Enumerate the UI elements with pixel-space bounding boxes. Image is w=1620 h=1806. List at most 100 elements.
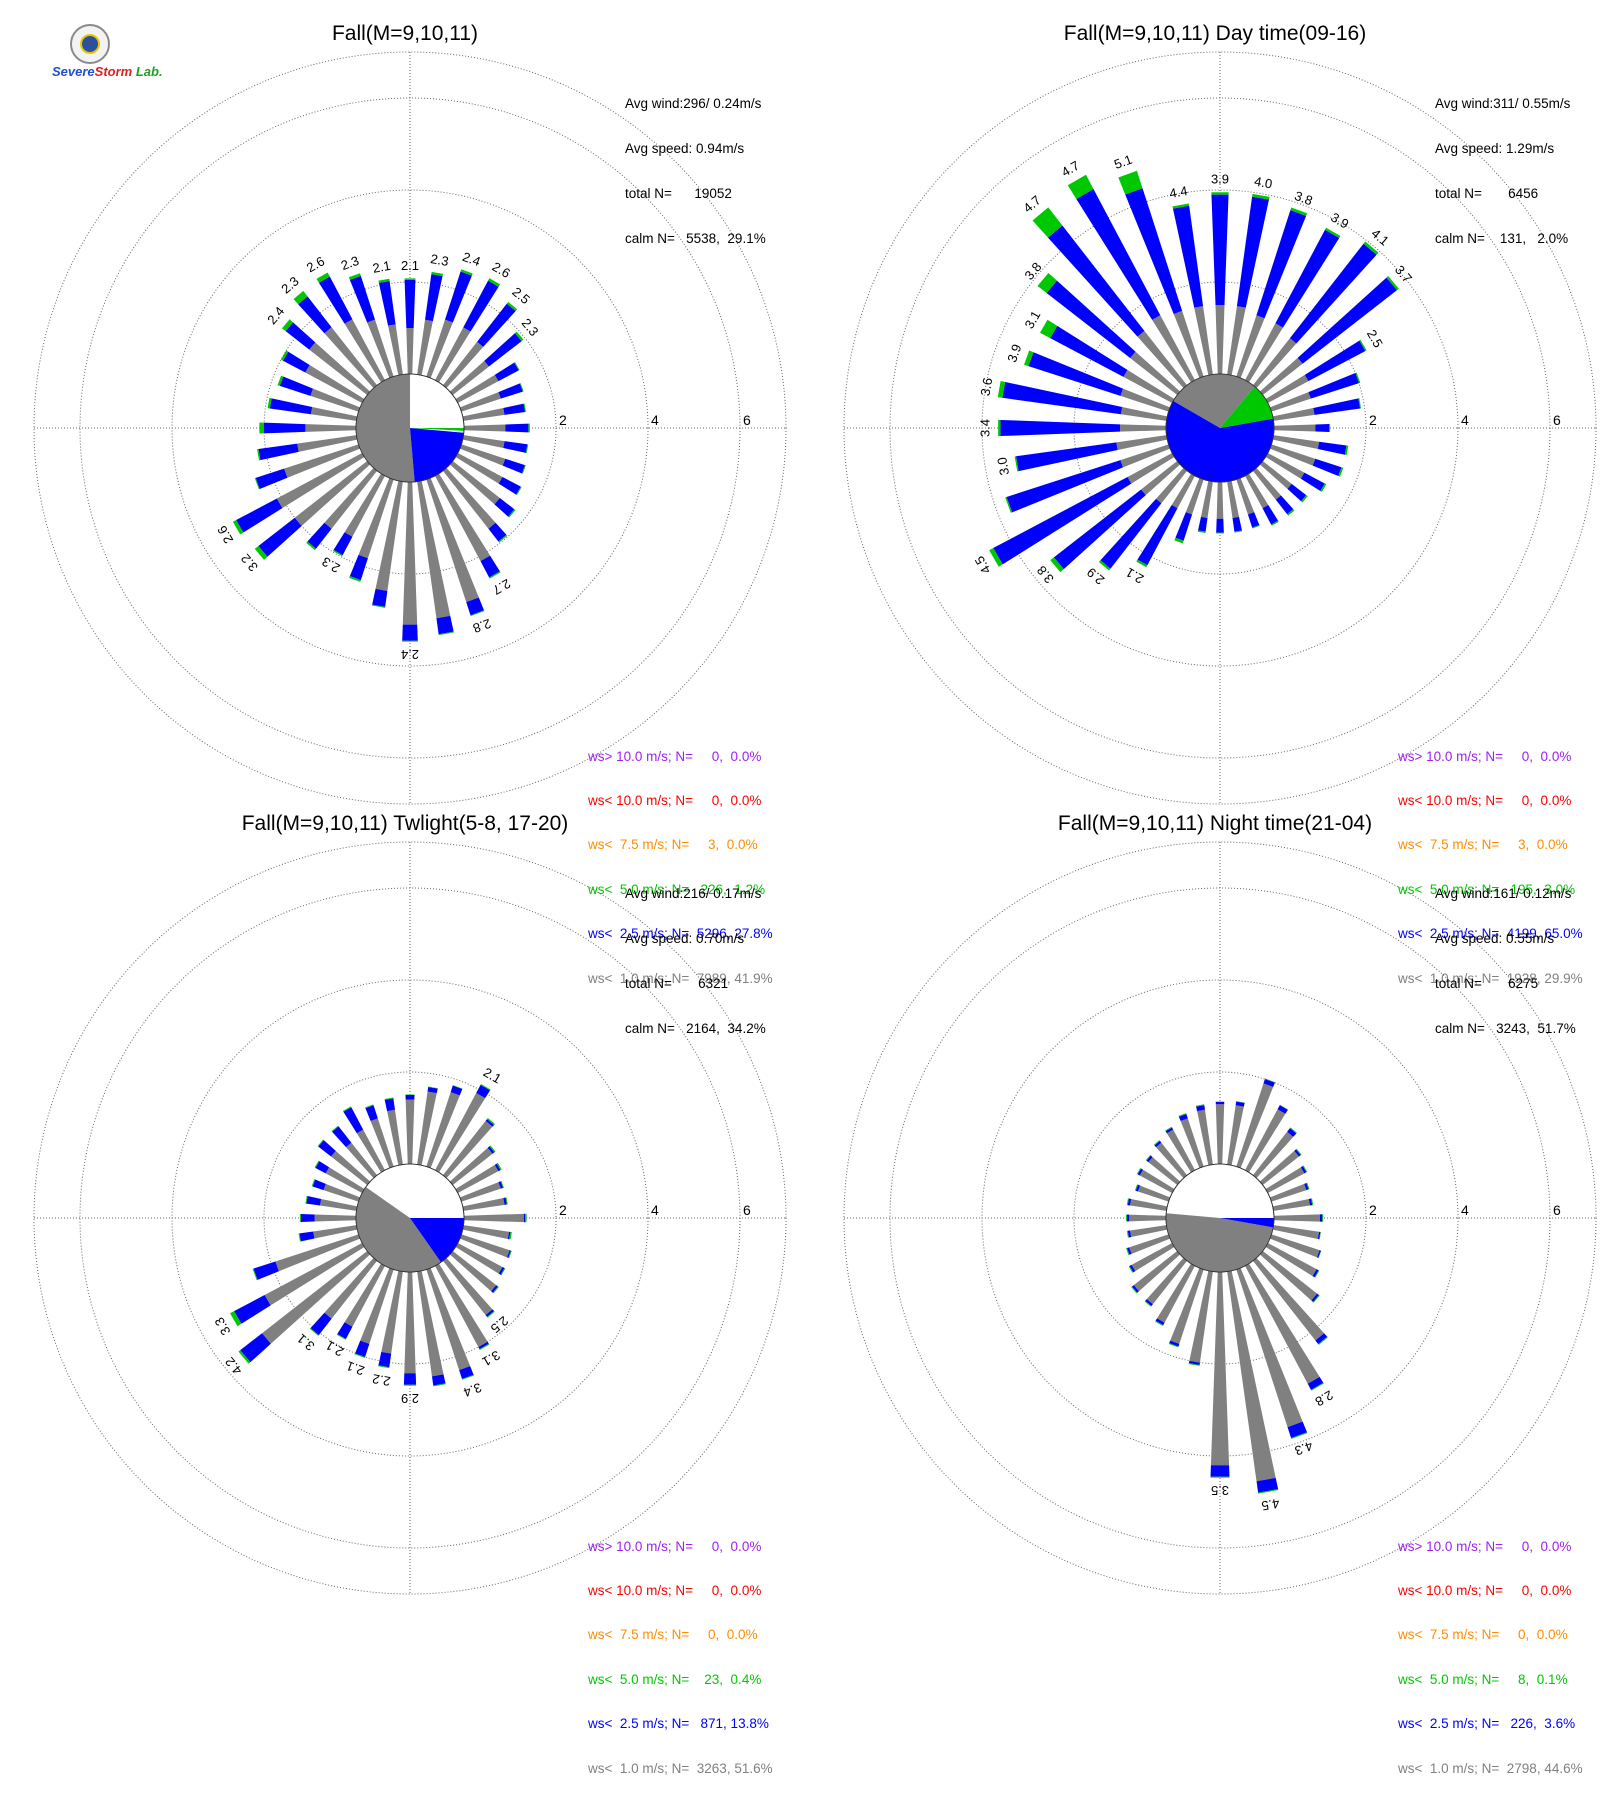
bar-value-label: 4.0: [1253, 174, 1273, 192]
legend-lt50: ws< 5.0 m/s; N= 8, 0.1%: [1398, 1673, 1583, 1688]
panel-title: Fall(M=9,10,11) Day time(09-16): [810, 22, 1620, 46]
bar-gray-50: [450, 361, 489, 395]
bar-blue-70: [498, 383, 522, 398]
bar-gray-100: [1273, 1225, 1319, 1239]
bar-blue-180: [402, 625, 418, 641]
logo-text: SevereStorm Lab.: [52, 64, 163, 79]
bar-value-label: 4.7: [1020, 192, 1043, 215]
bar-value-label: 2.1: [401, 258, 419, 273]
avg-speed: Avg speed: 1.29m/s: [1435, 141, 1570, 156]
bar-gray-100: [463, 1225, 509, 1239]
bar-value-label: 2.4: [460, 249, 482, 269]
bar-value-label: 2.2: [371, 1371, 391, 1389]
bar-blue-180: [404, 1373, 416, 1385]
bar-blue-290: [280, 377, 313, 396]
total-n: total N= 6275: [1435, 976, 1576, 991]
avg-wind: Avg wind:311/ 0.55m/s: [1435, 96, 1570, 111]
bar-gray-170: [1227, 481, 1239, 518]
tick-label: 4: [651, 1202, 659, 1218]
bar-blue-190: [372, 589, 387, 607]
bar-value-label: 2.5: [509, 284, 532, 307]
legend-lt10: ws< 10.0 m/s; N= 0, 0.0%: [588, 1584, 773, 1599]
bar-value-label: 2.8: [471, 616, 493, 636]
bar-blue-0: [1216, 1102, 1225, 1104]
bar-blue-80: [1313, 398, 1360, 415]
tick-label: 4: [651, 412, 659, 428]
bar-green-270: [1126, 1215, 1127, 1222]
bar-value-label: 2.5: [488, 1313, 511, 1336]
bar-value-label: 3.9: [1004, 342, 1024, 364]
bar-value-label: 3.7: [1392, 262, 1415, 285]
bar-gray-280: [1121, 407, 1167, 421]
avg-speed: Avg speed: 0.94m/s: [625, 141, 766, 156]
bar-value-label: 3.4: [462, 1380, 484, 1400]
bar-blue-350: [379, 281, 396, 326]
tick-label: 6: [743, 412, 751, 428]
legend-lt25: ws< 2.5 m/s; N= 871, 13.8%: [588, 1717, 773, 1732]
avg-wind: Avg wind:161/ 0.12m/s: [1435, 886, 1576, 901]
bar-gray-0: [406, 328, 413, 374]
stats-block: Avg wind:216/ 0.17m/s Avg speed: 0.70m/s…: [625, 856, 766, 1066]
bar-blue-120: [499, 477, 521, 495]
bar-value-label: 2.3: [339, 253, 361, 273]
legend-gt10: ws> 10.0 m/s; N= 0, 0.0%: [588, 1540, 773, 1555]
bar-gray-180: [1211, 1272, 1229, 1465]
bar-blue-0: [405, 280, 416, 328]
bar-gray-280: [320, 1199, 357, 1211]
bar-value-label: 3.4: [978, 419, 993, 437]
bar-value-label: 3.5: [1211, 1483, 1229, 1498]
bar-blue-120: [1301, 473, 1325, 491]
bar-green-0: [1211, 192, 1228, 194]
calm-n: calm N= 3243, 51.7%: [1435, 1021, 1576, 1036]
bar-gray-190: [376, 481, 403, 591]
bar-value-label: 2.1: [323, 1338, 346, 1360]
bar-value-label: 2.3: [278, 273, 301, 296]
bar-green-90: [1329, 424, 1330, 432]
bar-gray-270: [305, 424, 356, 432]
panel-title: Fall(M=9,10,11) Night time(21-04): [810, 812, 1620, 836]
legend-gt10: ws> 10.0 m/s; N= 0, 0.0%: [588, 750, 773, 765]
bar-blue-270: [301, 1214, 315, 1222]
bar-blue-0: [405, 1095, 414, 1100]
legend-lt50: ws< 5.0 m/s; N= 23, 0.4%: [588, 1673, 773, 1688]
bar-blue-250: [256, 469, 288, 489]
bar-blue-170: [1232, 517, 1241, 532]
bar-blue-150: [1263, 505, 1279, 525]
bar-gray-0: [406, 1100, 415, 1164]
bar-value-label: 2.3: [519, 315, 542, 338]
tick-label: 4: [1461, 1202, 1469, 1218]
bar-blue-10: [425, 274, 443, 321]
bar-value-label: 3.6: [977, 377, 995, 397]
stats-block: Avg wind:311/ 0.55m/s Avg speed: 1.29m/s…: [1435, 66, 1570, 276]
tick-label: 2: [559, 412, 567, 428]
bar-green-180: [1210, 1477, 1229, 1478]
bar-value-label: 4.2: [222, 1354, 245, 1377]
bar-blue-80: [503, 404, 525, 415]
calm-n: calm N= 131, 2.0%: [1435, 231, 1570, 246]
bar-gray-100: [1273, 435, 1319, 449]
bar-green-90: [525, 1214, 526, 1223]
bar-value-label: 3.8: [1021, 259, 1044, 282]
calm-sector-blue: [410, 428, 464, 482]
bar-gray-0: [1216, 1104, 1224, 1164]
bar-gray-230: [1141, 461, 1180, 495]
calm-n: calm N= 5538, 29.1%: [625, 231, 766, 246]
bar-gray-90: [464, 425, 505, 432]
bar-green-270: [300, 1214, 301, 1222]
bar-blue-10: [1237, 197, 1269, 308]
legend-gt10: ws> 10.0 m/s; N= 0, 0.0%: [1398, 1540, 1583, 1555]
bar-value-label: 3.1: [294, 1331, 317, 1354]
bar-blue-280: [306, 1196, 321, 1205]
bar-blue-300: [283, 352, 310, 373]
bar-value-label: 2.5: [1364, 327, 1386, 350]
bar-gray-260: [1130, 1225, 1167, 1237]
bar-gray-50: [1260, 1151, 1299, 1185]
bar-blue-330: [319, 277, 352, 324]
stats-block: Avg wind:296/ 0.24m/s Avg speed: 0.94m/s…: [625, 66, 766, 276]
bar-gray-0: [1215, 305, 1224, 374]
bar-blue-90: [1320, 1214, 1322, 1221]
bar-value-label: 3.1: [1021, 308, 1043, 331]
legend-lt25: ws< 2.5 m/s; N= 226, 3.6%: [1398, 1717, 1583, 1732]
bar-blue-170: [436, 616, 453, 634]
